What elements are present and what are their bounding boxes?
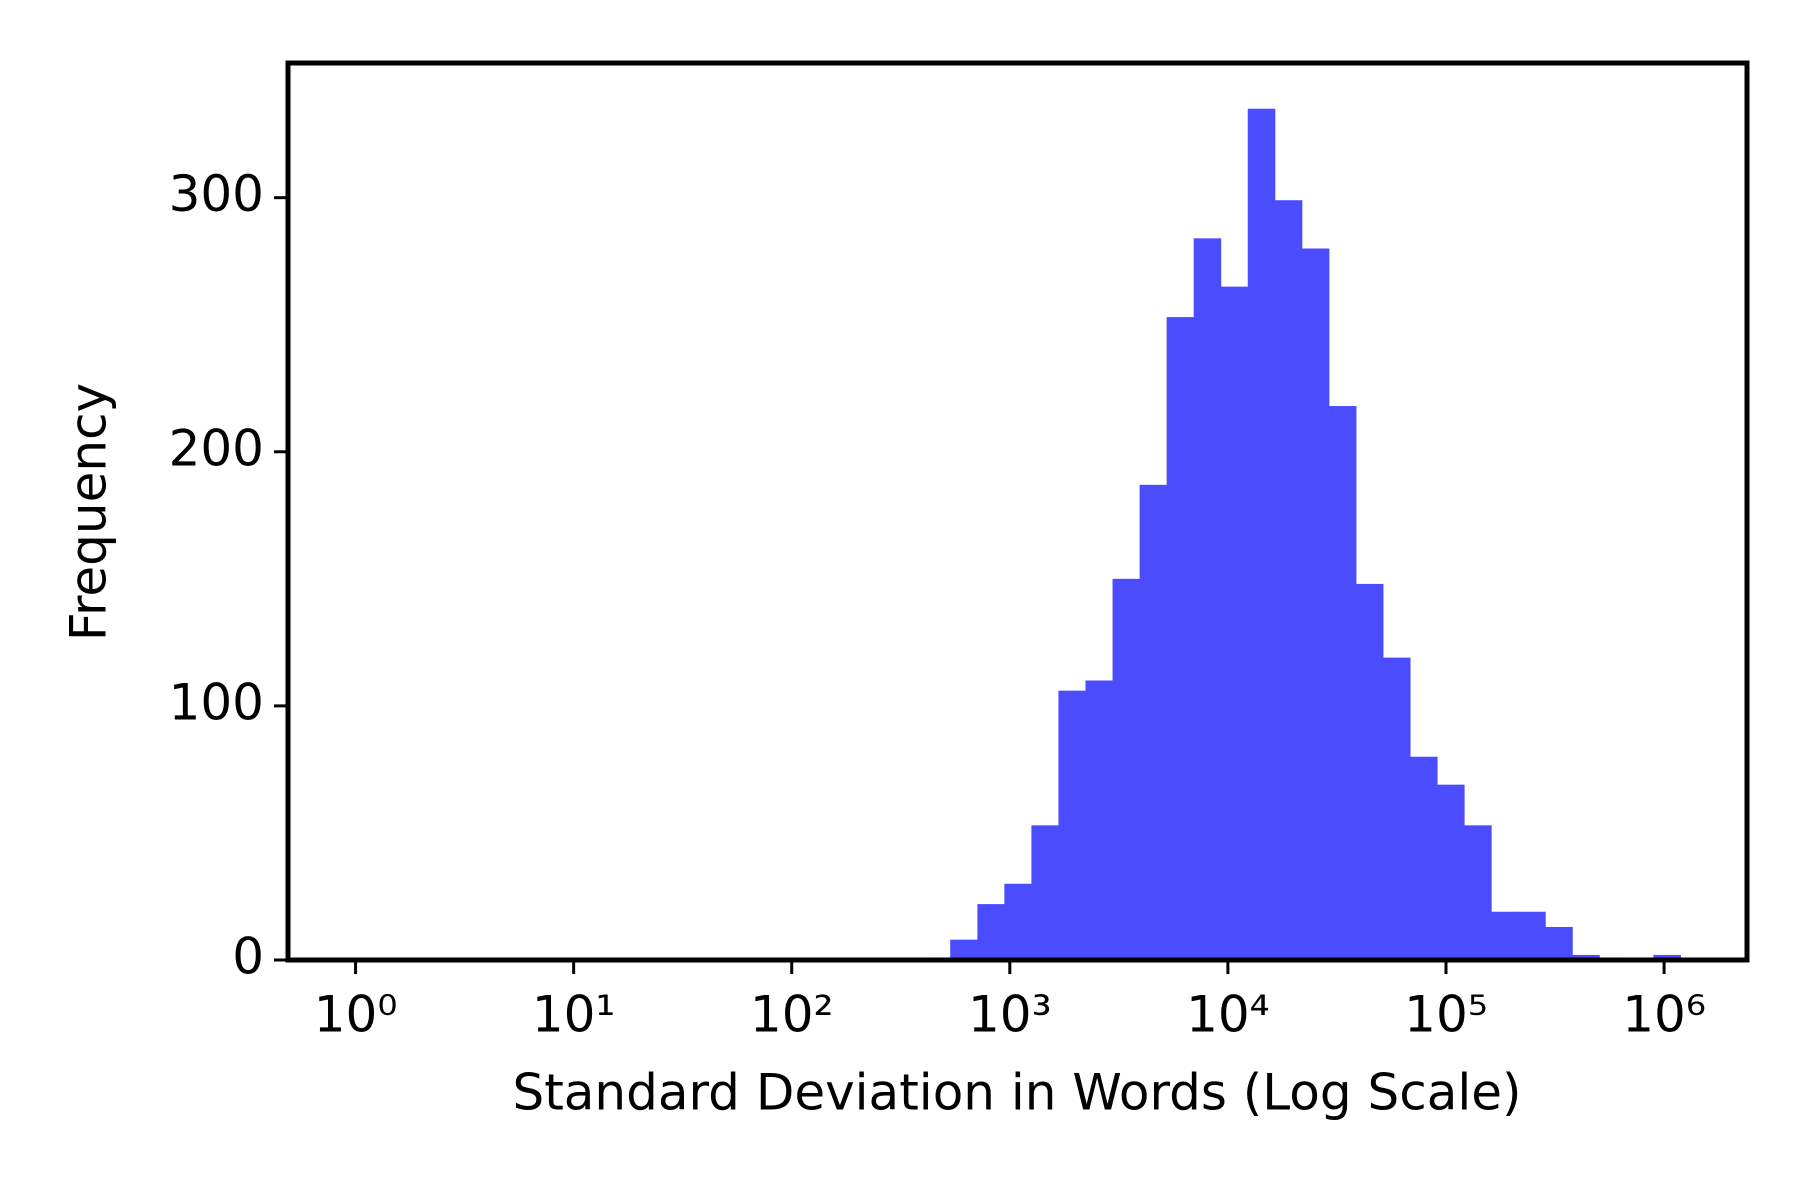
x-tick-label: 10⁰ [314, 986, 398, 1044]
bar [1491, 911, 1519, 960]
bar [1058, 690, 1086, 960]
bar [1112, 578, 1141, 960]
bar [1518, 911, 1546, 960]
bar [1328, 406, 1357, 961]
bar [1382, 657, 1411, 960]
y-tick-label: 100 [169, 673, 264, 731]
bar [1653, 954, 1681, 960]
y-tick-label: 0 [232, 928, 264, 986]
bar [1464, 825, 1492, 960]
y-tick-label: 300 [169, 165, 264, 223]
bar [977, 904, 1005, 960]
bar [950, 939, 978, 960]
x-tick-label: 10² [750, 986, 834, 1044]
bar [1193, 238, 1222, 960]
bar [1572, 954, 1600, 960]
x-tick-label: 10⁵ [1404, 986, 1488, 1044]
bar [1545, 926, 1573, 960]
bar [1220, 286, 1249, 960]
y-tick-label: 200 [169, 419, 264, 477]
bar [1031, 825, 1059, 960]
bar [1274, 200, 1303, 960]
x-axis-label: Standard Deviation in Words (Log Scale) [512, 1064, 1521, 1122]
bar [1437, 784, 1465, 960]
bar [1166, 317, 1195, 960]
bar [1085, 680, 1114, 960]
x-tick-label: 10¹ [532, 986, 616, 1044]
bar [1301, 248, 1330, 960]
plot-frame [285, 60, 1750, 963]
x-tick-label: 10⁴ [1186, 986, 1270, 1044]
y-axis-label: Frequency [60, 383, 118, 641]
bar [1355, 583, 1384, 960]
x-tick-label: 10⁶ [1622, 986, 1706, 1044]
bar [1247, 108, 1276, 960]
bar [1139, 484, 1168, 960]
bar [1004, 883, 1032, 960]
x-tick-label: 10³ [968, 986, 1052, 1044]
bar [1410, 756, 1438, 960]
